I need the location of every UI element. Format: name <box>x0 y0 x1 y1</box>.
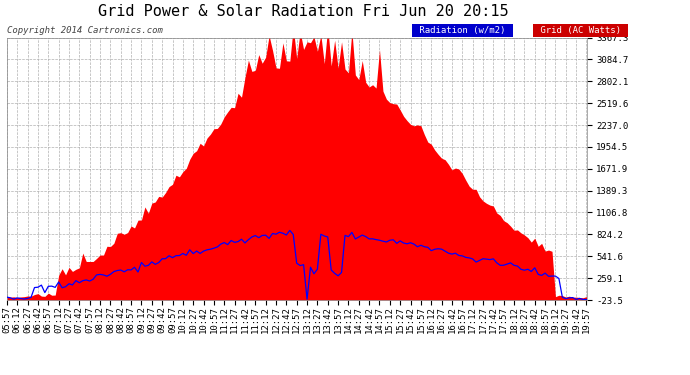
Text: Copyright 2014 Cartronics.com: Copyright 2014 Cartronics.com <box>7 26 163 35</box>
Text: Radiation (w/m2): Radiation (w/m2) <box>414 26 511 35</box>
Text: Grid Power & Solar Radiation Fri Jun 20 20:15: Grid Power & Solar Radiation Fri Jun 20 … <box>98 4 509 19</box>
Text: Grid (AC Watts): Grid (AC Watts) <box>535 26 626 35</box>
